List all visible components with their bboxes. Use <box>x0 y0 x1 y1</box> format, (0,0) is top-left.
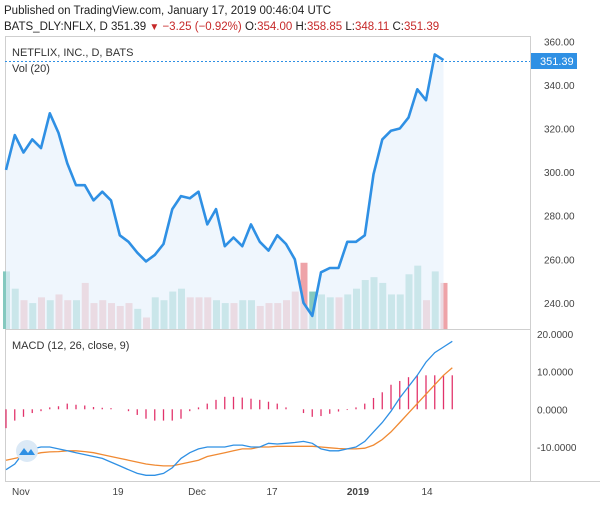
price-area <box>6 54 444 330</box>
price-axis-tick: 260.00 <box>544 255 575 266</box>
time-axis-tick: 2019 <box>347 487 370 498</box>
axis-labels: 360.00 340.00 320.00 300.00 280.00 260.00 240.… <box>12 37 577 498</box>
price-legend-title: NETFLIX, INC., D, BATS <box>12 47 133 59</box>
last-price-tag <box>531 53 577 69</box>
price-change: −3.25 (−0.92%) <box>162 21 242 33</box>
low-label: L: <box>345 21 355 33</box>
price-axis-tick: 300.00 <box>544 168 575 179</box>
macd-line <box>5 340 453 476</box>
time-axis-tick: 17 <box>266 487 278 498</box>
price-axis-tick: 240.00 <box>544 299 575 310</box>
price-axis-tick: 280.00 <box>544 212 575 223</box>
time-axis-tick: Dec <box>188 487 206 498</box>
close-value: 351.39 <box>403 21 440 33</box>
volume-bar <box>300 262 308 329</box>
symbol-label: BATS_DLY:NFLX, D <box>4 21 108 33</box>
low-value: 348.11 <box>354 21 390 33</box>
time-axis-tick: 19 <box>112 487 124 498</box>
high-value: 358.85 <box>306 21 343 33</box>
close-label: C: <box>392 21 404 33</box>
open-label: O: <box>244 21 258 33</box>
macd-axis-tick: -10.0000 <box>537 443 577 454</box>
down-triangle-icon: ▼ <box>149 22 160 33</box>
macd-legend: MACD (12, 26, close, 9) <box>12 340 129 352</box>
last-price-tag-text: 351.39 <box>540 56 574 68</box>
price-line <box>4 53 445 318</box>
time-axis-tick: Nov <box>12 487 30 498</box>
tradingview-logo-icon[interactable] <box>16 440 38 462</box>
open-value: 354.00 <box>257 21 293 33</box>
macd-axis-tick: 20.0000 <box>537 330 574 341</box>
volume-bar <box>440 282 448 329</box>
volume-legend: Vol (20) <box>12 63 50 75</box>
last-price: 351.39 <box>110 21 147 33</box>
price-axis-tick: 360.00 <box>544 37 575 48</box>
published-line: Published on TradingView.com, January 17… <box>4 5 332 17</box>
chart-header: Published on TradingView.com, January 17… <box>4 4 439 35</box>
signal-line <box>5 367 453 467</box>
macd-axis-tick: 0.0000 <box>537 405 568 416</box>
time-axis-tick: 14 <box>421 487 433 498</box>
price-series <box>4 53 445 330</box>
price-axis-tick: 340.00 <box>544 81 575 92</box>
macd-series <box>5 340 453 476</box>
macd-axis-tick: 10.0000 <box>537 368 574 379</box>
price-axis-tick: 320.00 <box>544 125 575 136</box>
quote-line: BATS_DLY:NFLX, D 351.39 ▼ −3.25 (−0.92%)… <box>4 20 439 35</box>
high-label: H: <box>295 21 307 33</box>
